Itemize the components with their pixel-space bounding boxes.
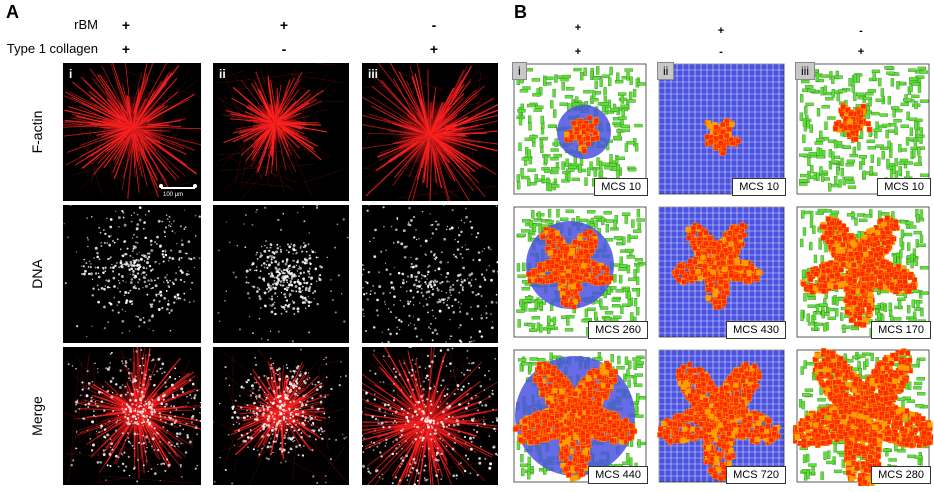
panel-b-letter: B — [514, 2, 527, 22]
a-collagen-col3: + — [429, 41, 439, 57]
mcs-label: MCS 10 — [732, 178, 786, 196]
simulation-iii-early: iii MCS 10 — [793, 60, 933, 198]
mcs-label: MCS 430 — [726, 321, 786, 339]
condition-rbm-label: rBM — [74, 17, 98, 32]
micrograph-merge-ii — [213, 347, 349, 485]
scale-bar — [159, 184, 197, 189]
column-label-i: i — [69, 67, 73, 81]
sim-column-label-i: i — [512, 62, 527, 80]
mcs-label: MCS 440 — [588, 466, 648, 484]
micrograph-factin-iii: iii — [362, 63, 498, 201]
b-rbm-col3: - — [859, 25, 863, 37]
micrograph-merge-iii — [362, 347, 498, 485]
simulation-iii-late: MCS 280 — [793, 346, 933, 486]
condition-collagen-label: Type 1 collagen — [6, 41, 98, 56]
panel-a-letter: A — [6, 2, 19, 22]
b-rbm-col1: + — [574, 22, 582, 34]
b-collagen-col1: + — [574, 46, 582, 58]
micrograph-dna-iii — [362, 205, 498, 343]
a-rbm-col1: + — [121, 17, 131, 33]
micrograph-dna-i — [63, 205, 201, 343]
mcs-label: MCS 170 — [871, 321, 931, 339]
simulation-ii-mid: MCS 430 — [655, 203, 788, 341]
row-label-merge: Merge — [29, 396, 45, 436]
micrograph-factin-i: i 100 μm — [63, 63, 201, 201]
column-label-iii: iii — [368, 67, 379, 81]
sim-column-label-iii: iii — [795, 62, 815, 80]
simulation-i-early: i MCS 10 — [510, 60, 650, 198]
b-collagen-col3: + — [857, 46, 865, 58]
a-rbm-col3: - — [431, 17, 437, 33]
simulation-i-late: MCS 440 — [510, 346, 650, 486]
sim-column-label-ii: ii — [657, 62, 675, 80]
mcs-label: MCS 280 — [871, 466, 931, 484]
simulation-i-mid: MCS 260 — [510, 203, 650, 341]
simulation-ii-early: ii MCS 10 — [655, 60, 788, 198]
row-label-dna: DNA — [29, 259, 45, 289]
mcs-label: MCS 720 — [726, 466, 786, 484]
mcs-label: MCS 260 — [588, 321, 648, 339]
micrograph-factin-ii: ii — [213, 63, 349, 201]
simulation-iii-mid: MCS 170 — [793, 203, 933, 341]
micrograph-dna-ii — [213, 205, 349, 343]
column-label-ii: ii — [219, 67, 226, 81]
mcs-label: MCS 10 — [877, 178, 931, 196]
a-collagen-col1: + — [121, 41, 131, 57]
b-rbm-col2: + — [717, 25, 725, 37]
row-label-factin: F-actin — [29, 110, 45, 154]
micrograph-merge-i — [63, 347, 201, 485]
a-collagen-col2: - — [281, 41, 287, 57]
mcs-label: MCS 10 — [594, 178, 648, 196]
b-collagen-col2: - — [719, 46, 723, 58]
scale-bar-label: 100 μm — [163, 192, 184, 198]
a-rbm-col2: + — [279, 17, 289, 33]
simulation-ii-late: MCS 720 — [655, 346, 788, 486]
